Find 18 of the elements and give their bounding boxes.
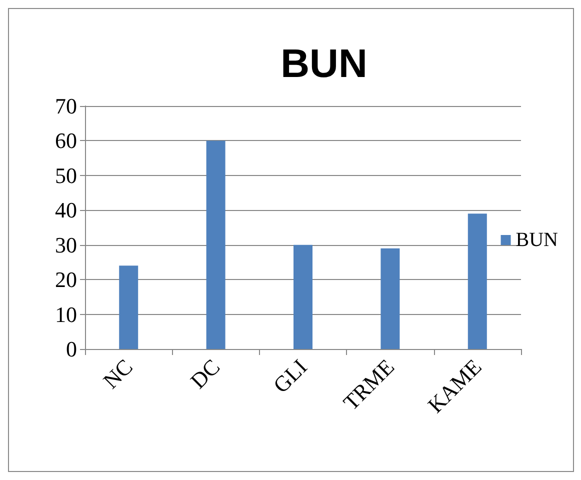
x-tick-label: DC: [185, 354, 225, 394]
x-tick-label: NC: [98, 354, 138, 394]
bar: [468, 214, 487, 349]
bar: [294, 244, 312, 349]
y-tick-label: 10: [55, 302, 77, 327]
y-tick-label: 60: [55, 128, 77, 154]
legend-label: BUN: [516, 229, 558, 251]
y-tick-label: 30: [55, 232, 77, 258]
y-tick-label: 50: [55, 162, 77, 188]
bar: [380, 248, 400, 349]
x-tick-label: GLI: [268, 354, 312, 398]
y-tick-label: 0: [66, 336, 77, 362]
bar: [206, 140, 226, 349]
y-tick-label: 20: [55, 267, 77, 292]
bar: [119, 266, 138, 349]
chart-title: BUN: [280, 42, 368, 86]
y-tick-label: 40: [55, 198, 77, 223]
y-tick-label: 70: [55, 94, 77, 118]
